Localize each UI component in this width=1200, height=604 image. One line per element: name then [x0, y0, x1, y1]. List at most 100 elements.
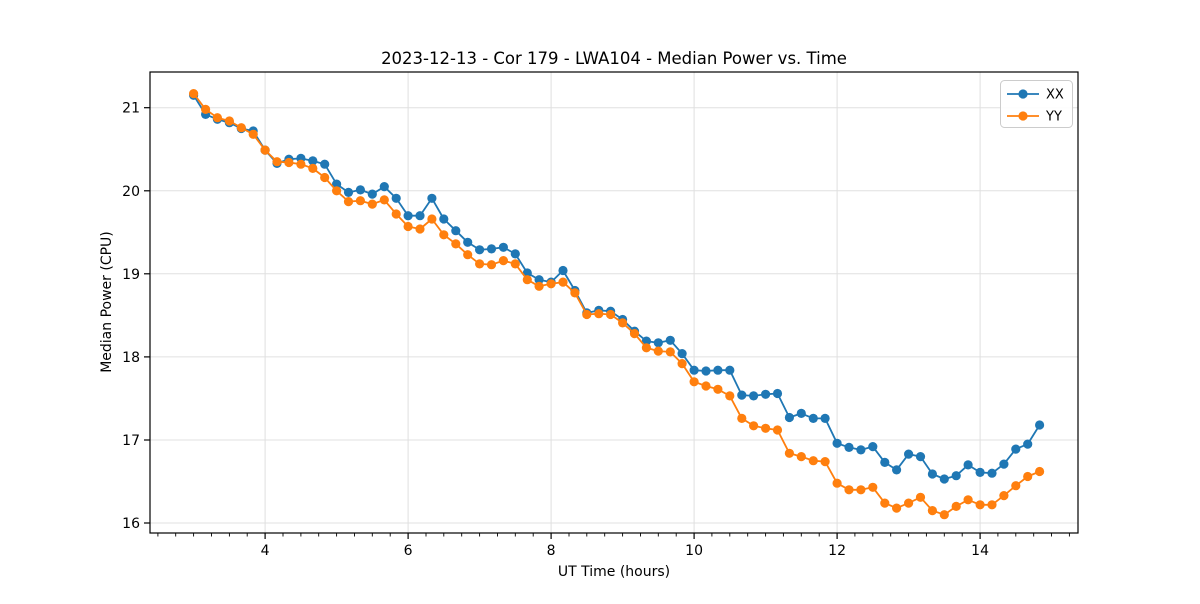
series-XX-marker: [486, 244, 497, 254]
series-XX-marker: [808, 413, 818, 423]
series-YY-marker: [761, 423, 771, 433]
series-XX-marker: [832, 438, 842, 448]
series-YY-marker: [510, 259, 520, 269]
series-XX-marker: [475, 245, 485, 255]
series-XX-marker: [749, 391, 759, 401]
series-XX-marker: [308, 156, 318, 166]
gridlines: [150, 72, 1078, 533]
series-XX-marker: [558, 265, 568, 276]
series-XX-marker: [510, 249, 520, 259]
legend-label: YY: [1045, 110, 1062, 125]
series-XX-marker: [963, 460, 973, 470]
series-YY-marker: [1023, 471, 1033, 482]
series-YY-marker: [534, 281, 544, 291]
series-XX-marker: [880, 457, 890, 467]
series-YY-marker: [451, 239, 461, 249]
series-YY-marker: [701, 381, 711, 391]
y-tick-label: 18: [122, 350, 140, 366]
series-XX-marker: [391, 193, 401, 203]
series-YY-marker: [332, 186, 342, 196]
series-YY-marker: [427, 214, 437, 224]
series-YY-marker: [296, 159, 306, 169]
series-XX-marker: [725, 365, 735, 375]
x-tick-label: 8: [547, 543, 556, 559]
x-tick-label: 6: [404, 543, 413, 559]
y-tick-label: 16: [122, 516, 140, 532]
series-YY-marker: [391, 209, 401, 219]
series-YY-marker: [546, 279, 556, 289]
series-YY-marker: [498, 256, 508, 266]
series-YY-marker: [1011, 481, 1021, 491]
series-YY-marker: [951, 501, 961, 511]
series-XX-marker: [999, 459, 1009, 469]
series-XX-marker: [641, 336, 652, 346]
series-YY-marker: [475, 259, 485, 269]
series-YY-marker: [618, 318, 628, 328]
series-YY-marker: [677, 359, 687, 369]
series-XX-marker: [737, 390, 747, 400]
y-tick-label: 17: [122, 433, 140, 449]
legend: XX YY: [1000, 80, 1073, 128]
series-YY-marker: [832, 478, 842, 488]
y-tick-label: 20: [122, 184, 140, 200]
x-tick-label: 14: [971, 543, 989, 559]
series-XX-marker: [927, 469, 938, 479]
series-XX-marker: [677, 349, 687, 359]
series-YY-marker: [820, 457, 830, 467]
series-YY-marker: [201, 104, 211, 114]
series-XX-marker: [915, 452, 926, 462]
series-XX-marker: [498, 242, 508, 252]
data-series: [189, 89, 1045, 520]
series-YY-marker: [582, 309, 592, 320]
series-YY-marker: [463, 250, 473, 260]
series-XX-marker: [415, 211, 425, 221]
series-YY-marker: [594, 309, 604, 319]
series-XX-marker: [904, 449, 914, 459]
y-axis-label: Median Power (CPU): [99, 231, 115, 373]
series-XX-marker: [1023, 439, 1033, 449]
series-YY-marker: [653, 346, 663, 356]
series-YY-marker: [272, 157, 282, 167]
series-YY-marker: [713, 384, 723, 394]
legend-marker-sample: [1018, 89, 1028, 99]
x-axis-label: UT Time (hours): [558, 564, 670, 580]
series-YY-marker: [749, 421, 759, 431]
plot-border: [149, 71, 1079, 534]
series-XX-marker: [987, 468, 997, 478]
series-YY-marker: [975, 500, 985, 510]
series-YY-marker: [308, 163, 318, 173]
series-XX-marker: [820, 413, 830, 423]
legend-marker-sample: [1018, 111, 1028, 121]
series-XX-marker: [701, 366, 711, 376]
series-YY-marker: [570, 288, 580, 298]
series-XX-marker: [665, 335, 675, 345]
series-YY-marker: [403, 221, 413, 232]
x-tick-label: 10: [685, 543, 703, 559]
series-YY-marker: [189, 89, 199, 99]
series-XX-marker: [713, 365, 723, 375]
series-XX-marker: [355, 185, 365, 195]
series-YY-marker: [606, 309, 616, 320]
series-XX-marker: [772, 388, 783, 399]
series-YY-marker: [320, 172, 330, 183]
series-XX-marker: [1011, 444, 1021, 454]
series-XX-marker: [403, 211, 413, 221]
series-YY-marker: [236, 123, 246, 133]
series-YY-marker: [367, 199, 377, 209]
series-YY-marker: [355, 196, 365, 206]
series-YY-marker: [260, 145, 270, 155]
series-XX-marker: [844, 442, 854, 452]
series-XX-marker: [868, 442, 878, 452]
series-XX-marker: [951, 471, 961, 481]
series-YY-marker: [689, 377, 699, 387]
series-XX-marker: [320, 159, 330, 169]
axis-tick-labels: 4 6 8 10 12 14 16 17 18 19 20 21: [122, 101, 989, 559]
series-YY-marker: [629, 329, 640, 339]
x-tick-label: 12: [828, 543, 846, 559]
series-YY-marker: [987, 500, 997, 510]
series-YY-marker: [892, 503, 902, 513]
series-YY-marker: [915, 492, 926, 502]
series-YY-marker: [212, 113, 222, 123]
series-YY-marker: [999, 491, 1009, 501]
